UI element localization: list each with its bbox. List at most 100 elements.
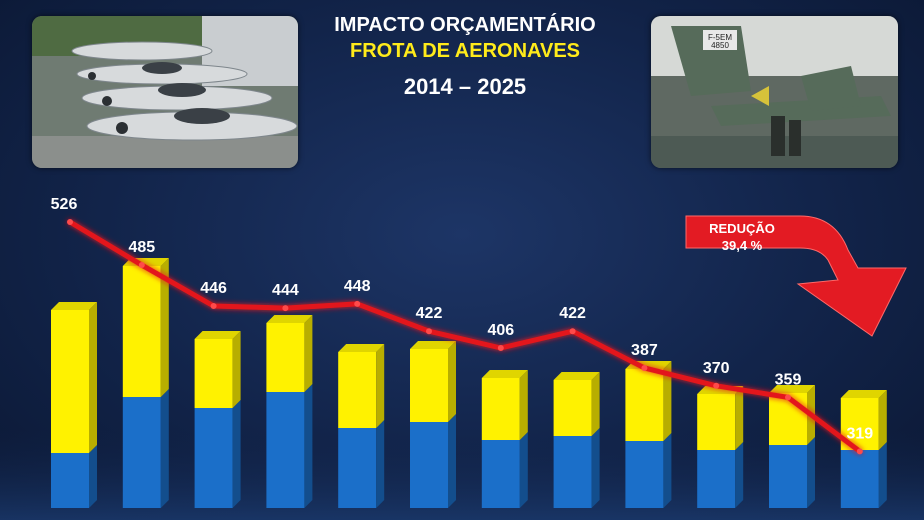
svg-text:4850: 4850 xyxy=(711,41,729,50)
reduction-label: REDUÇÃO xyxy=(709,221,775,236)
bar-top-2021 xyxy=(553,380,592,436)
value-label-2020: 406 xyxy=(487,322,514,339)
bar-2020 xyxy=(481,370,528,508)
bar-top-side-2014 xyxy=(89,302,97,453)
bar-cap-2024 xyxy=(769,385,815,393)
hangar-jets-photo: F-5EM 4850 xyxy=(651,16,898,168)
period-label: 2014 – 2025 xyxy=(403,74,527,99)
line-point-2020 xyxy=(497,345,504,351)
bar-top-side-2019 xyxy=(448,341,456,422)
bar-cap-2016 xyxy=(194,331,241,339)
bar-top-side-2018 xyxy=(376,344,385,428)
bar-bottom-2024 xyxy=(769,445,807,508)
bar-bottom-2020 xyxy=(481,440,520,508)
line-point-2024 xyxy=(785,394,791,401)
value-label-2025: 319 xyxy=(846,425,873,442)
bar-cap-2018 xyxy=(338,344,385,352)
bar-bottom-side-2021 xyxy=(591,428,600,508)
bar-bottom-2021 xyxy=(553,436,592,508)
bar-top-2015 xyxy=(122,266,161,397)
bar-cap-2021 xyxy=(553,372,600,380)
bar-top-2024 xyxy=(769,393,807,445)
line-point-2025 xyxy=(856,448,863,455)
bar-2024 xyxy=(769,385,815,508)
bar-bottom-side-2020 xyxy=(519,432,528,508)
bar-top-2020 xyxy=(481,378,520,440)
bar-top-side-2020 xyxy=(519,370,528,440)
bar-bottom-2016 xyxy=(194,408,233,508)
bar-bottom-2025 xyxy=(840,450,879,508)
bar-top-2022 xyxy=(625,369,664,441)
bars-group xyxy=(51,258,887,508)
bar-bottom-side-2025 xyxy=(878,442,887,508)
bar-top-side-2021 xyxy=(591,372,600,436)
bar-bottom-side-2019 xyxy=(448,414,456,508)
line-layer xyxy=(67,219,863,455)
line-point-2015 xyxy=(138,262,145,269)
bar-2014 xyxy=(51,302,97,508)
line-point-2023 xyxy=(713,382,720,389)
title-line-1: IMPACTO ORÇAMENTÁRIO xyxy=(334,14,596,36)
bar-bottom-2019 xyxy=(410,422,448,508)
bar-cap-2017 xyxy=(266,315,313,323)
bar-2019 xyxy=(410,341,456,508)
bar-2022 xyxy=(625,361,672,508)
bar-2015 xyxy=(122,258,169,508)
bar-bottom-2022 xyxy=(625,441,664,508)
bar-bottom-side-2016 xyxy=(232,400,241,508)
line-point-2021 xyxy=(569,328,576,335)
bar-top-side-2015 xyxy=(160,258,169,397)
bar-top-side-2017 xyxy=(304,315,313,392)
bar-top-side-2016 xyxy=(232,331,241,408)
svg-text:F-5EM: F-5EM xyxy=(708,33,732,42)
reduction-arrow-icon xyxy=(685,215,907,337)
bar-2021 xyxy=(553,372,600,508)
value-label-2014: 526 xyxy=(51,196,78,213)
value-label-2023: 370 xyxy=(703,360,730,377)
bar-2016 xyxy=(194,331,241,508)
bar-bottom-side-2014 xyxy=(89,445,97,508)
parked-aircraft-photo xyxy=(32,16,298,168)
title-line-2: FROTA DE AERONAVES xyxy=(349,40,580,62)
bar-2018 xyxy=(338,344,385,508)
bar-cap-2025 xyxy=(840,390,887,398)
bar-top-2023 xyxy=(697,394,736,450)
value-label-2019: 422 xyxy=(416,305,443,322)
value-label-2022: 387 xyxy=(631,342,658,359)
value-label-2021: 422 xyxy=(559,305,586,322)
bar-top-2019 xyxy=(410,349,448,422)
bar-2023 xyxy=(697,386,744,508)
value-label-2024: 359 xyxy=(775,371,802,388)
bar-bottom-side-2022 xyxy=(663,433,672,508)
bar-top-side-2023 xyxy=(735,386,744,450)
bar-2017 xyxy=(266,315,313,508)
bar-2025 xyxy=(840,390,887,508)
bar-cap-2014 xyxy=(51,302,97,310)
bar-bottom-side-2017 xyxy=(304,384,313,508)
bar-bottom-2014 xyxy=(51,453,89,508)
bar-top-side-2025 xyxy=(878,390,887,450)
bar-bottom-2015 xyxy=(122,397,161,508)
bar-cap-2019 xyxy=(410,341,456,349)
bar-bottom-side-2024 xyxy=(807,437,815,508)
value-label-2015: 485 xyxy=(128,239,155,256)
value-labels: 526 485 446 444 448 422 406 422 387 370 359 319 xyxy=(51,196,874,442)
line-point-2018 xyxy=(354,300,361,307)
bar-top-2014 xyxy=(51,310,89,453)
title-block: IMPACTO ORÇAMENTÁRIO FROTA DE AERONAVES … xyxy=(300,12,630,102)
bar-bottom-side-2023 xyxy=(735,442,744,508)
value-label-2016: 446 xyxy=(200,280,227,297)
bar-top-2017 xyxy=(266,323,305,392)
fleet-size-line xyxy=(67,219,863,454)
line-point-2019 xyxy=(426,328,432,335)
bar-top-side-2022 xyxy=(663,361,672,441)
bar-bottom-side-2015 xyxy=(160,389,169,508)
line-point-2014 xyxy=(67,219,73,225)
line-point-2022 xyxy=(641,364,648,371)
reduction-value: 39,4 % xyxy=(722,238,763,253)
line-point-2017 xyxy=(282,305,289,312)
bar-bottom-side-2018 xyxy=(376,420,385,508)
reduction-callout: REDUÇÃO 39,4 % xyxy=(685,215,907,337)
bar-bottom-2018 xyxy=(338,428,377,508)
